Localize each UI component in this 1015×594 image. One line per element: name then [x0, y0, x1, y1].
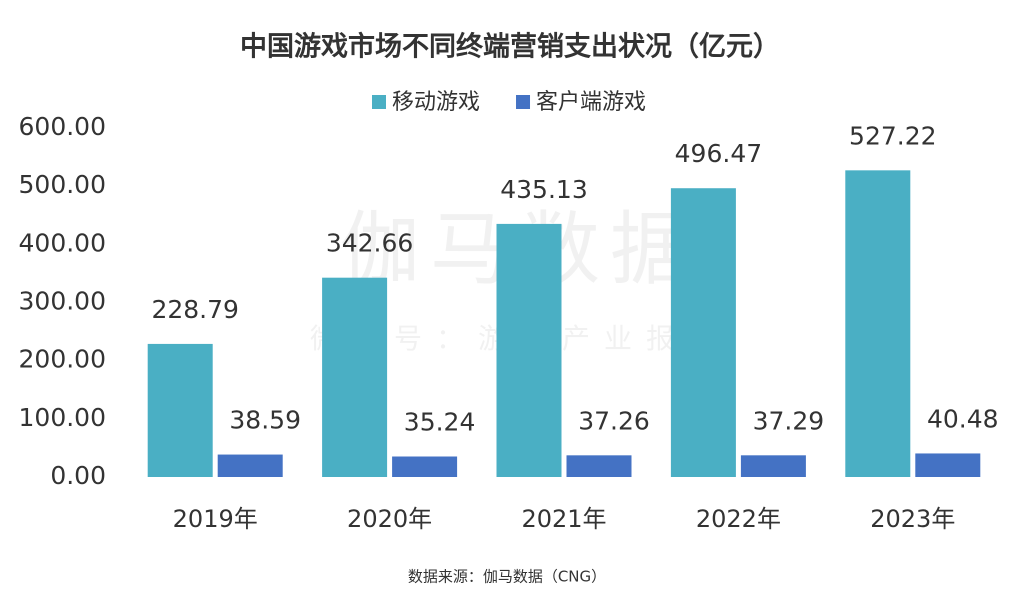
legend-label: 客户端游戏 — [536, 90, 646, 115]
bar — [496, 223, 562, 477]
y-tick-label: 100.00 — [19, 403, 106, 432]
x-tick-label: 2020年 — [347, 505, 432, 533]
chart-title: 中国游戏市场不同终端营销支出状况（亿元） — [240, 31, 780, 63]
data-label: 37.29 — [753, 406, 825, 435]
y-tick-label: 200.00 — [19, 345, 106, 374]
legend-swatch — [372, 95, 386, 109]
data-label: 527.22 — [849, 121, 936, 150]
data-label: 35.24 — [404, 408, 476, 437]
y-tick-label: 400.00 — [19, 228, 106, 257]
y-tick-label: 0.00 — [50, 461, 106, 490]
bar — [392, 456, 458, 477]
bar — [670, 188, 736, 477]
data-label: 435.13 — [500, 175, 587, 204]
y-tick-label: 600.00 — [19, 112, 106, 141]
data-label: 37.26 — [578, 406, 650, 435]
y-tick-label: 500.00 — [19, 170, 106, 199]
bar — [740, 455, 806, 477]
source-note: 数据来源：伽马数据（CNG） — [408, 568, 606, 586]
y-tick-label: 300.00 — [19, 287, 106, 316]
bar — [217, 454, 283, 477]
bar — [915, 453, 981, 477]
data-label: 342.66 — [326, 229, 413, 258]
legend-label: 移动游戏 — [392, 90, 480, 115]
data-label: 496.47 — [675, 139, 762, 168]
bar — [322, 277, 388, 477]
data-label: 38.59 — [229, 406, 301, 435]
x-tick-label: 2022年 — [696, 505, 781, 533]
x-tick-label: 2021年 — [521, 505, 606, 533]
data-label: 228.79 — [151, 295, 238, 324]
data-label: 40.48 — [927, 404, 999, 433]
bar — [845, 170, 911, 478]
legend-swatch — [516, 95, 531, 109]
x-tick-label: 2023年 — [870, 505, 955, 533]
bar — [566, 455, 632, 477]
x-tick-label: 2019年 — [173, 505, 258, 533]
bar — [147, 343, 213, 477]
